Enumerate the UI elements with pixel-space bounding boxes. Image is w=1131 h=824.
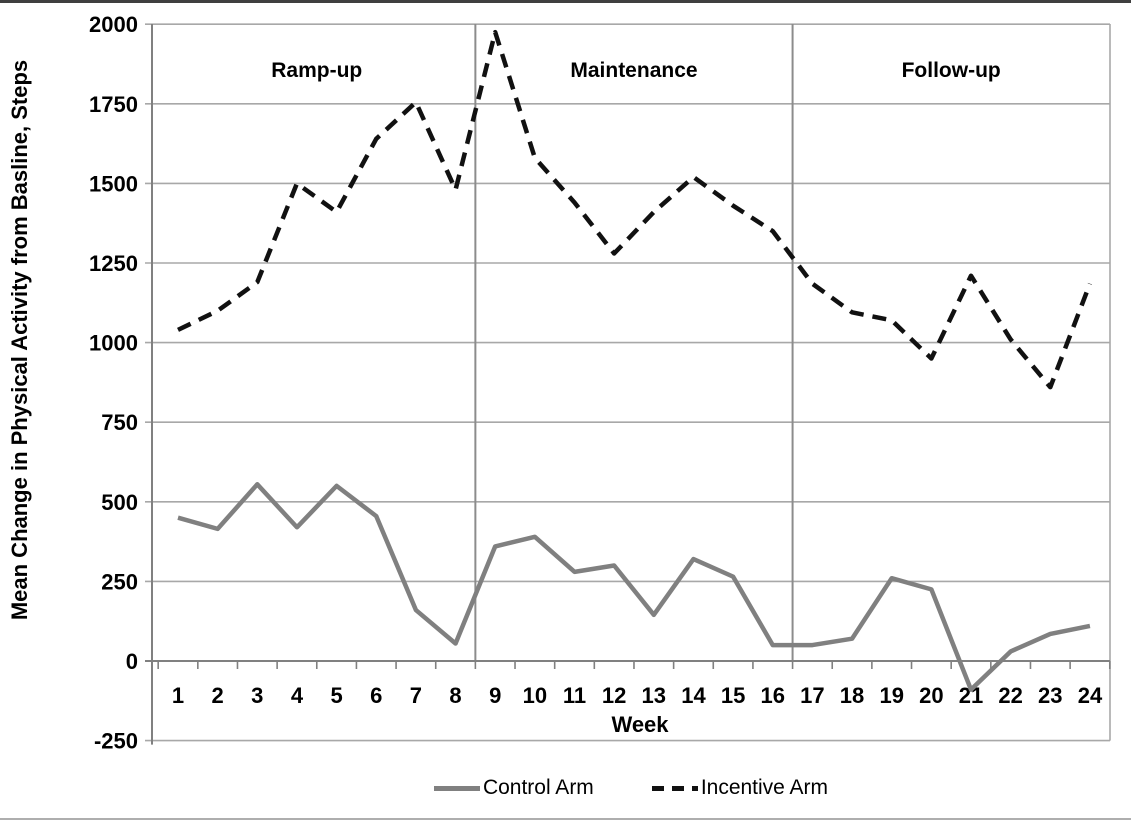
x-tick-label: 20 (919, 683, 943, 708)
y-tick-label: 500 (101, 490, 138, 515)
x-tick-label: 3 (251, 683, 263, 708)
y-tick-label: 1000 (89, 331, 138, 356)
y-tick-label: 0 (126, 649, 138, 674)
bottom-border (0, 818, 1131, 820)
control-line-swatch-icon (433, 785, 480, 791)
x-tick-label: 10 (523, 683, 547, 708)
x-tick-label: 12 (602, 683, 626, 708)
x-tick-label: 18 (840, 683, 864, 708)
incentive-line-swatch-icon (651, 785, 698, 791)
x-tick-label: 22 (998, 683, 1022, 708)
x-tick-label: 15 (721, 683, 745, 708)
x-tick-label: 16 (761, 683, 785, 708)
x-tick-label: 1 (172, 683, 184, 708)
y-tick-label: -250 (94, 729, 138, 754)
legend-item-control: Control Arm (433, 776, 594, 800)
x-tick-label: 2 (212, 683, 224, 708)
x-tick-label: 7 (410, 683, 422, 708)
x-tick-label: 24 (1078, 683, 1103, 708)
y-tick-label: 2000 (89, 12, 138, 37)
y-tick-label: 250 (101, 569, 138, 594)
x-tick-label: 23 (1038, 683, 1062, 708)
control-arm-line (177, 482, 1091, 692)
y-tick-label: 1250 (89, 251, 138, 276)
x-tick-label: 11 (563, 683, 586, 708)
y-tick-label: 750 (101, 410, 138, 435)
phase-label: Follow-up (902, 59, 1001, 82)
phase-label: Ramp-up (271, 59, 362, 82)
incentive-arm-line (177, 29, 1093, 390)
x-tick-label: 14 (681, 683, 706, 708)
x-tick-label: 5 (330, 683, 342, 708)
legend: Control Arm Incentive Arm (152, 772, 1110, 804)
y-axis-title: Mean Change in Physical Activity from Ba… (7, 60, 32, 620)
x-tick-label: 9 (489, 683, 501, 708)
y-tick-label: 1750 (89, 92, 138, 117)
legend-label-incentive: Incentive Arm (700, 776, 829, 799)
x-tick-label: 8 (449, 683, 461, 708)
x-tick-label: 6 (370, 683, 382, 708)
x-axis-title: Week (611, 712, 669, 737)
y-tick-label: 1500 (89, 171, 138, 196)
legend-item-incentive: Incentive Arm (651, 776, 829, 800)
phase-label: Maintenance (570, 59, 697, 82)
legend-label-control: Control Arm (482, 776, 594, 799)
x-tick-label: 19 (879, 683, 903, 708)
x-tick-label: 17 (800, 683, 824, 708)
x-tick-label: 4 (291, 683, 304, 708)
x-tick-label: 13 (642, 683, 666, 708)
top-border (0, 0, 1131, 3)
